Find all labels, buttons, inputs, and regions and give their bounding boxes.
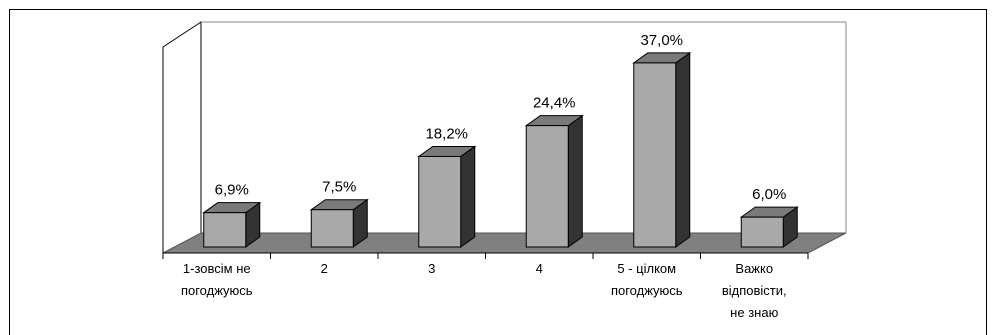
back-wall	[201, 21, 847, 233]
value-label: 37,0%	[640, 32, 683, 49]
value-label: 6,0%	[752, 186, 786, 203]
bar-side	[460, 145, 476, 248]
value-label: 18,2%	[425, 125, 468, 142]
value-labels: 6,9% 7,5% 18,2% 24,4% 37,0% 6,0%	[215, 32, 787, 203]
category-label: відповісти,	[722, 283, 787, 298]
value-label: 24,4%	[533, 95, 576, 112]
category-label: погоджуюсь	[611, 283, 683, 298]
category-label: не знаю	[730, 305, 778, 320]
chart-bars	[202, 51, 799, 248]
category-label: 3	[428, 261, 435, 276]
bar-front	[310, 209, 354, 248]
category-label: 4	[536, 261, 543, 276]
category-label: 2	[321, 261, 328, 276]
bar-side	[567, 114, 583, 248]
side-wall	[162, 21, 202, 253]
category-label: Важко	[735, 261, 773, 276]
category-label: 1-зовсім не	[183, 261, 251, 276]
bar-front	[203, 212, 247, 248]
bar-side	[675, 51, 691, 248]
bar-front	[740, 216, 784, 248]
category-label: погоджуюсь	[181, 283, 253, 298]
bar-front	[418, 155, 462, 248]
value-label: 6,9%	[215, 182, 249, 199]
chart-frame	[9, 9, 987, 335]
value-label: 7,5%	[322, 179, 356, 196]
bar-front	[525, 125, 569, 248]
category-labels: 1-зовсім не погоджуюсь 2 3 4 5 - цілком погодж…	[181, 261, 787, 320]
category-label: 5 - цілком	[617, 261, 676, 276]
bar-front	[633, 62, 677, 248]
